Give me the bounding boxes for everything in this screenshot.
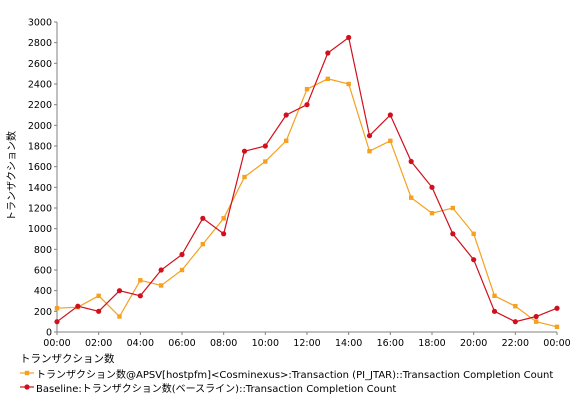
- data-point: [513, 303, 518, 309]
- x-tick-label: 08:00: [210, 338, 237, 349]
- data-point: [221, 216, 226, 221]
- data-point: [533, 319, 539, 324]
- legend: トランザクション数 トランザクション数@APSV[hostpfm]<Cosmin…: [20, 352, 580, 395]
- data-point: [367, 148, 372, 154]
- data-point: [54, 319, 60, 325]
- data-point: [491, 308, 498, 314]
- legend-title: トランザクション数: [20, 353, 115, 365]
- series-1: [54, 76, 560, 330]
- legend-label: トランザクション数@APSV[hostpfm]<Cosminexus>:Tran…: [36, 369, 554, 381]
- data-point: [200, 215, 206, 221]
- data-point: [75, 303, 81, 309]
- data-point: [408, 195, 414, 200]
- data-point: [117, 314, 122, 319]
- y-tick-label: 2800: [28, 38, 52, 49]
- data-point: [512, 319, 518, 325]
- data-point: [200, 241, 206, 247]
- data-point: [533, 313, 539, 320]
- x-tick-label: 00:00: [43, 338, 70, 349]
- data-point: [450, 205, 456, 211]
- data-point: [262, 143, 268, 149]
- series-line: [56, 78, 558, 328]
- y-tick-label: 3000: [28, 18, 52, 29]
- data-point: [429, 184, 435, 190]
- y-tick-label: 1600: [28, 162, 52, 173]
- data-point: [137, 293, 143, 299]
- y-tick-label: 0: [46, 328, 52, 339]
- data-point: [158, 267, 164, 273]
- x-tick-label: 04:00: [127, 338, 154, 349]
- data-point: [429, 210, 435, 216]
- x-tick-label: 02:00: [85, 338, 112, 349]
- legend-circle-marker: [24, 384, 30, 390]
- data-point: [116, 288, 123, 294]
- data-point: [54, 306, 60, 311]
- x-tick-label: 10:00: [252, 338, 279, 349]
- data-point: [492, 293, 497, 299]
- data-point: [242, 174, 247, 180]
- data-point: [179, 267, 185, 273]
- y-tick-label: 1000: [28, 224, 52, 235]
- data-point: [283, 112, 289, 118]
- data-point: [158, 283, 164, 288]
- legend-item: トランザクション数@APSV[hostpfm]<Cosminexus>:Tran…: [20, 366, 580, 381]
- y-tick-label: 2200: [28, 100, 52, 111]
- legend-item: Baseline:トランザクション数(ベースライン)::Transaction …: [20, 380, 580, 395]
- data-point: [387, 112, 393, 118]
- chart-canvas: 0 200 400 600 800 1000 1200 1400 1600 1800 2000 220…: [5, 18, 571, 350]
- data-point: [554, 305, 560, 311]
- y-tick-label: 1400: [28, 183, 52, 194]
- y-axis-title: トランザクション数: [5, 131, 18, 221]
- y-tick-label: 2600: [28, 59, 52, 70]
- line-chart: 0 200 400 600 800 1000 1200 1400 1600 1800 2000 220…: [5, 18, 571, 350]
- x-tick-label: 12:00: [293, 338, 320, 349]
- data-point: [304, 102, 310, 108]
- legend-marker: [20, 370, 34, 376]
- data-point: [325, 50, 331, 56]
- x-tick-label: 14:00: [335, 338, 362, 349]
- y-tick-label: 1800: [28, 142, 52, 153]
- x-tick-label: 06:00: [168, 338, 195, 349]
- x-tick-label: 22:00: [502, 338, 529, 349]
- series-line: [56, 36, 558, 323]
- data-point: [346, 34, 352, 41]
- x-tick-label: 20:00: [460, 338, 487, 349]
- data-point: [346, 81, 351, 87]
- data-point: [283, 138, 289, 144]
- data-point: [221, 231, 227, 237]
- y-tick-label: 600: [34, 266, 52, 277]
- data-point: [450, 231, 456, 237]
- y-tick-label: 200: [34, 307, 52, 318]
- data-point: [325, 76, 331, 82]
- data-point: [366, 133, 373, 139]
- data-point: [554, 324, 560, 330]
- data-point: [138, 278, 143, 283]
- data-point: [241, 148, 248, 154]
- data-point: [263, 159, 268, 164]
- y-tick-label: 2000: [28, 121, 52, 132]
- series-2: [54, 34, 560, 325]
- data-point: [471, 231, 476, 237]
- y-tick-label: 800: [34, 245, 52, 256]
- x-tick-label: 00:00: [543, 338, 570, 349]
- legend-label: Baseline:トランザクション数(ベースライン)::Transaction …: [36, 383, 397, 395]
- data-point: [304, 86, 310, 92]
- data-point: [471, 257, 477, 263]
- data-point: [408, 158, 414, 165]
- legend-marker: [20, 384, 34, 390]
- x-tick-label: 16:00: [377, 338, 404, 349]
- data-point: [96, 293, 101, 299]
- data-point: [179, 251, 185, 258]
- data-point: [96, 308, 102, 314]
- data-point: [388, 138, 393, 144]
- y-tick-label: 1200: [28, 204, 52, 215]
- legend-square-marker: [24, 370, 30, 376]
- x-tick-label: 18:00: [418, 338, 445, 349]
- y-tick-label: 2400: [28, 80, 52, 91]
- y-tick-label: 400: [34, 286, 52, 297]
